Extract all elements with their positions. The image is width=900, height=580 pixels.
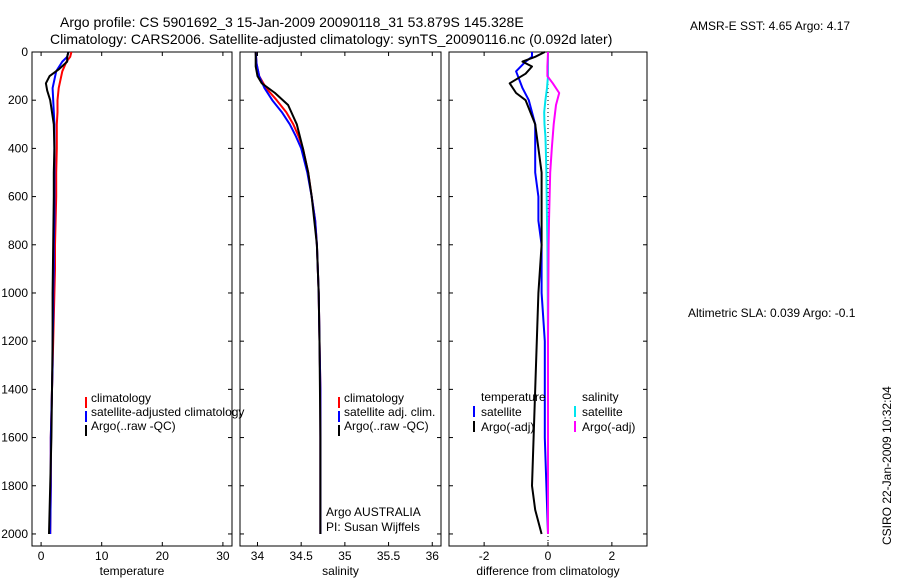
x-tick-label: 0 (545, 549, 552, 563)
y-tick-label: 1800 (1, 479, 28, 493)
x-axis-label: temperature (100, 564, 165, 578)
legend-label: Argo(..raw -QC) (91, 419, 176, 433)
x-axis-label: salinity (322, 564, 359, 578)
y-tick-label: 2000 (1, 527, 28, 541)
series-line-temperature-satellite (515, 52, 549, 535)
x-tick-label: 30 (216, 549, 230, 563)
series-line-salinity-argo-adj (546, 51, 561, 534)
x-tick-label: 34.5 (289, 549, 313, 563)
legend-label: Argo(-adj) (582, 420, 635, 434)
legend-label: satellite adj. clim. (344, 405, 435, 419)
x-axis-label: difference from climatology (476, 564, 619, 578)
salinity-panel: 34 34.5 35 35.5 36 salinity (239, 51, 442, 578)
plot-frame (31, 51, 233, 547)
annotation-argo-australia: Argo AUSTRALIA (326, 505, 421, 519)
x-tick-label: 10 (95, 549, 109, 563)
x-tick-label: 35 (338, 549, 352, 563)
x-tick-label: 36 (426, 549, 440, 563)
x-tick-label: -2 (479, 549, 490, 563)
series-line-argo-raw-qc (254, 52, 322, 534)
sla-map-title: Altimetric SLA: 0.039 Argo: -0.1 (688, 306, 856, 320)
legend-label: climatology (344, 391, 404, 405)
sst-map-title: AMSR-E SST: 4.65 Argo: 4.17 (690, 19, 850, 33)
y-tick-label: 1400 (1, 382, 28, 396)
y-tick-label: 200 (8, 93, 28, 107)
legend-label: satellite-adjusted climatology (91, 405, 244, 419)
x-tick-label: 0 (38, 549, 45, 563)
plot-frame (239, 51, 442, 547)
legend-label: satellite (582, 405, 623, 419)
temperature-panel: 0 10 20 30 0 200 400 600 800 1000 1200 1400 1600 1800… (1, 45, 233, 578)
x-tick-label: 34 (251, 549, 265, 563)
x-tick-label: 20 (156, 549, 170, 563)
y-tick-label: 1600 (1, 431, 28, 445)
series-line-argo-raw-qc (44, 51, 70, 535)
temperature-legend: climatology satellite-adjusted climatolo… (85, 391, 244, 436)
legend-group-title: temperature (481, 390, 546, 404)
y-tick-label: 800 (8, 238, 28, 252)
legend-label: Argo(-adj) (481, 420, 534, 434)
figure-title-line1: Argo profile: CS 5901692_3 15-Jan-2009 2… (60, 14, 524, 30)
series-line-temperature-argo-adj (508, 51, 546, 535)
y-tick-label: 400 (8, 141, 28, 155)
y-tick-label: 600 (8, 190, 28, 204)
csiro-timestamp: CSIRO 22-Jan-2009 10:32:04 (880, 386, 894, 545)
x-tick-label: 35.5 (377, 549, 401, 563)
x-tick-label: 2 (609, 549, 616, 563)
figure-title-line2: Climatology: CARS2006. Satellite-adjuste… (50, 31, 612, 47)
legend-label: Argo(..raw -QC) (344, 419, 429, 433)
difference-legend: temperature satellite Argo(-adj) salinit… (473, 390, 635, 434)
annotation-pi: PI: Susan Wijffels (326, 520, 420, 534)
legend-label: satellite (481, 405, 522, 419)
y-tick-label: 1200 (1, 334, 28, 348)
salinity-legend: climatology satellite adj. clim. Argo(..… (326, 391, 435, 534)
legend-group-title: salinity (582, 390, 619, 404)
y-tick-label: 1000 (1, 286, 28, 300)
y-tick-label: 0 (21, 45, 28, 59)
legend-label: climatology (91, 391, 151, 405)
